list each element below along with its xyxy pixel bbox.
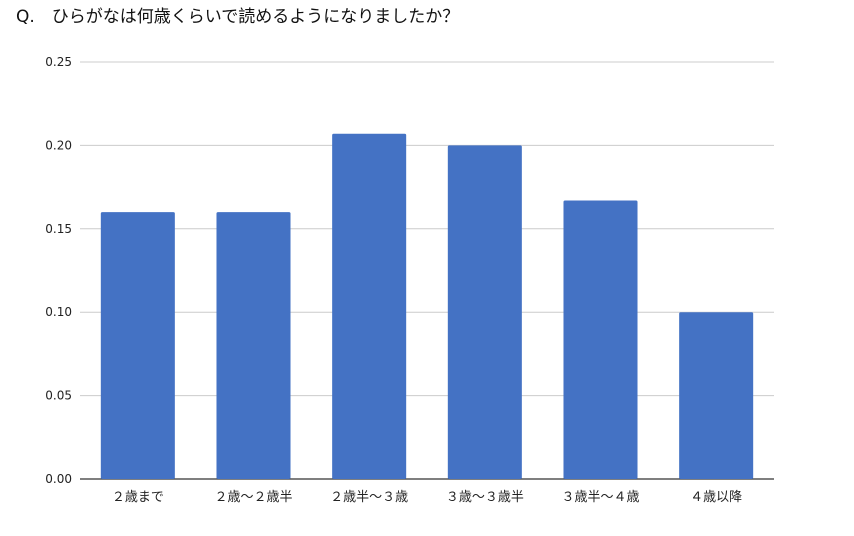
gridlines [80, 61, 774, 480]
x-axis-labels: ２歳まで ２歳〜２歳半 ２歳半〜３歳 ３歳〜３歳半 ３歳半〜４歳 ４歳以降 [112, 490, 742, 505]
bar [100, 212, 175, 479]
x-tick-label: ２歳〜２歳半 [214, 490, 292, 505]
x-tick-label: ３歳〜３歳半 [446, 490, 524, 505]
bar [447, 145, 522, 479]
bars [100, 133, 754, 479]
chart-title: Q. ひらがなは何歳くらいで読めるようになりましたか？ [16, 7, 460, 27]
y-tick-label: 0.10 [45, 305, 72, 319]
bar [679, 312, 754, 479]
y-tick-label: 0.00 [45, 472, 72, 486]
bar [332, 133, 407, 479]
x-tick-label: ３歳半〜４歳 [561, 490, 639, 505]
x-tick-label: ２歳まで [112, 490, 164, 505]
y-tick-label: 0.25 [45, 55, 72, 69]
bar [563, 200, 638, 479]
y-tick-label: 0.05 [45, 389, 72, 403]
x-tick-label: ４歳以降 [690, 490, 742, 505]
y-axis-ticks: 0.00 0.05 0.10 0.15 0.20 0.25 [45, 55, 72, 486]
y-tick-label: 0.20 [45, 138, 72, 152]
bar [216, 212, 291, 479]
y-tick-label: 0.15 [45, 222, 72, 236]
x-tick-label: ２歳半〜３歳 [330, 490, 408, 505]
